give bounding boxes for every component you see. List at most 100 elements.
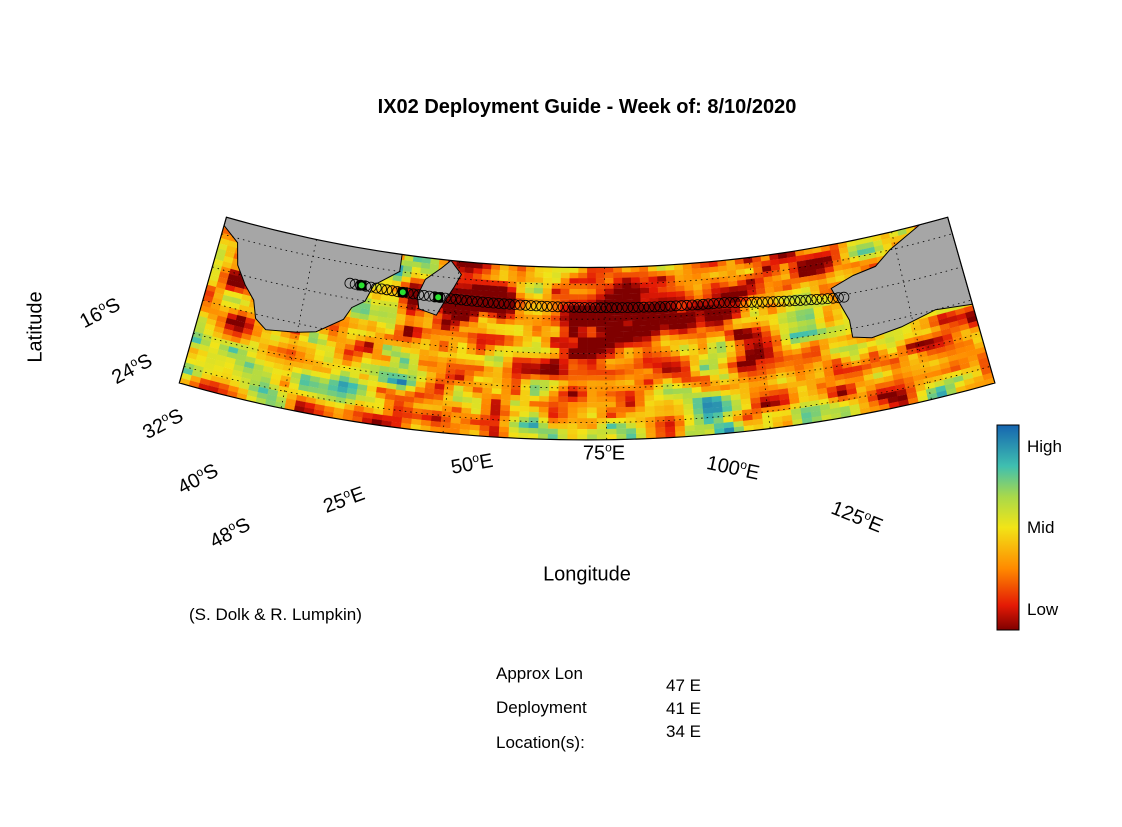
field-cell: [622, 288, 632, 295]
field-cell: [807, 274, 818, 282]
field-cell: [757, 374, 768, 382]
field-cell: [454, 379, 465, 387]
field-cell: [261, 371, 273, 379]
field-cell: [534, 266, 544, 273]
field-cell: [471, 403, 482, 410]
field-cell: [518, 427, 529, 434]
field-cell: [801, 352, 813, 359]
field-cell: [631, 288, 641, 294]
field-cell: [634, 395, 645, 402]
field-cell: [382, 279, 393, 286]
field-cell: [772, 416, 783, 423]
field-cell: [821, 250, 832, 258]
field-cell: [345, 338, 356, 346]
field-cell: [367, 380, 378, 388]
field-cell: [626, 422, 637, 429]
field-cell: [673, 409, 685, 416]
field-cell: [824, 315, 835, 323]
field-cell: [456, 353, 467, 360]
field-cell: [841, 361, 853, 369]
field-cell: [505, 313, 516, 320]
field-cell: [403, 260, 414, 267]
field-cell: [596, 321, 606, 327]
field-cell: [747, 289, 757, 296]
field-cell: [915, 345, 927, 354]
field-cell: [675, 431, 686, 438]
field-cell: [559, 326, 570, 333]
field-cell: [663, 394, 674, 401]
field-cell: [933, 335, 944, 344]
field-cell: [223, 289, 235, 298]
field-cell: [578, 321, 588, 327]
field-cell: [847, 245, 858, 253]
field-cell: [735, 268, 746, 276]
field-cell: [540, 358, 551, 365]
field-cell: [423, 317, 434, 324]
field-cell: [682, 387, 693, 394]
field-cell: [741, 403, 752, 411]
field-cell: [874, 244, 885, 253]
field-cell: [587, 412, 598, 419]
field-cell: [371, 293, 382, 301]
field-cell: [444, 379, 455, 386]
field-cell: [877, 392, 888, 401]
field-cell: [441, 319, 452, 326]
field-cell: [344, 343, 355, 351]
field-cell: [587, 380, 597, 387]
field-cell: [541, 315, 552, 322]
field-cell: [587, 429, 598, 435]
field-cell: [547, 434, 558, 440]
field-cell: [366, 385, 378, 393]
field-cell: [424, 387, 435, 395]
field-cell: [568, 353, 579, 360]
field-cell: [226, 245, 237, 254]
field-cell: [793, 298, 804, 306]
field-cell: [800, 406, 812, 414]
field-cell: [254, 358, 266, 366]
field-cell: [346, 333, 357, 341]
field-cell: [703, 304, 714, 312]
field-cell: [626, 428, 637, 435]
field-cell: [473, 268, 483, 275]
field-cell: [231, 369, 243, 378]
field-cell: [560, 272, 570, 279]
field-cell: [288, 382, 300, 390]
field-cell: [494, 350, 504, 357]
field-cell: [912, 374, 924, 382]
field-cell: [331, 363, 343, 371]
field-cell: [733, 426, 745, 433]
field-cell: [384, 328, 395, 336]
field-cell: [726, 259, 736, 266]
field-cell: [770, 400, 781, 407]
field-cell: [789, 272, 800, 280]
field-cell: [823, 310, 834, 318]
field-cell: [708, 358, 719, 365]
field-cell: [604, 278, 614, 284]
field-cell: [395, 384, 407, 391]
field-cell: [633, 368, 644, 375]
field-cell: [728, 285, 739, 293]
field-cell: [356, 389, 367, 397]
field-cell: [407, 298, 418, 306]
field-cell: [880, 359, 891, 367]
field-cell: [707, 347, 718, 355]
field-cell: [714, 320, 724, 327]
field-cell: [422, 322, 433, 330]
track-point: [681, 299, 693, 311]
field-cell: [738, 290, 748, 297]
map-frame: [178, 216, 996, 441]
field-cell: [227, 240, 238, 249]
field-cell: [726, 264, 737, 272]
field-cell: [587, 272, 597, 279]
field-cell: [747, 375, 759, 383]
field-cell: [296, 345, 307, 353]
field-cell: [804, 253, 815, 261]
field-cell: [362, 352, 373, 360]
field-cell: [308, 331, 320, 339]
field-cell: [229, 380, 241, 388]
field-cell: [343, 409, 354, 417]
field-cell: [513, 341, 523, 347]
field-cell: [464, 267, 474, 274]
field-cell: [633, 347, 643, 354]
field-cell: [869, 356, 881, 364]
